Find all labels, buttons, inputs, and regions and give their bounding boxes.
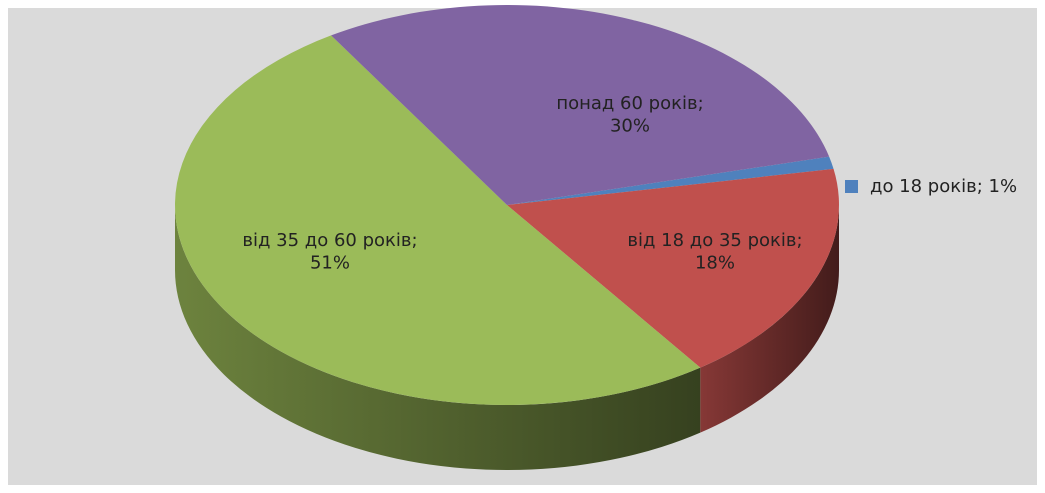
labels: до 18 років; 1%від 18 до 35 років; 18%від… <box>242 93 1017 274</box>
legend-swatch <box>845 180 858 193</box>
pie-slice <box>507 156 834 205</box>
pie-side <box>700 205 839 433</box>
label-line: 51% <box>310 253 350 274</box>
label-line: 18% <box>695 253 735 274</box>
pie-side <box>175 205 701 470</box>
pie-slice <box>507 168 839 368</box>
data-label: від 18 до 35 років; 18% <box>627 230 802 274</box>
label-line: понад 60 років; <box>556 93 703 114</box>
data-label: від 35 до 60 років; 51% <box>242 230 417 274</box>
label-line: від 18 до 35 років; <box>627 230 802 251</box>
pie-slice <box>331 5 830 205</box>
data-label: до 18 років; 1% <box>870 176 1017 197</box>
pie-slice <box>174 35 701 406</box>
data-label: понад 60 років; 30% <box>556 93 703 137</box>
pie-sides <box>175 205 839 470</box>
label-line: від 35 до 60 років; <box>242 230 417 251</box>
pie-top <box>174 5 839 406</box>
label-line: 30% <box>610 116 650 137</box>
